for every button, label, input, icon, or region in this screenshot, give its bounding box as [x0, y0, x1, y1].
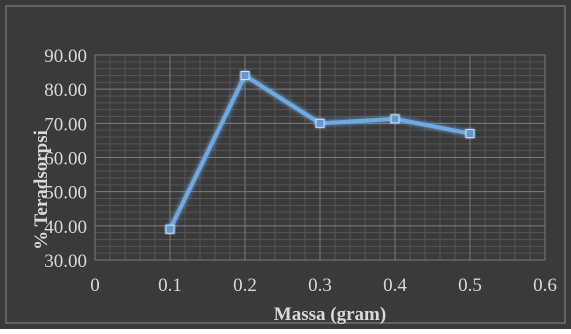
- y-tick-label: 40.00: [44, 217, 87, 238]
- x-tick-label: 0.1: [158, 275, 182, 296]
- y-axis-tick-labels: 30.00 40.00 50.00 60.00 70.00 80.00 90.00: [44, 46, 87, 272]
- y-tick-label: 90.00: [44, 46, 87, 67]
- y-tick-label: 70.00: [44, 114, 87, 135]
- data-point-marker: [390, 114, 400, 124]
- data-point-marker: [315, 118, 325, 128]
- x-tick-label: 0.2: [233, 275, 257, 296]
- y-tick-label: 50.00: [44, 183, 87, 204]
- y-tick-label: 80.00: [44, 80, 87, 101]
- data-point-marker: [465, 129, 475, 139]
- y-axis-title: % Teradsorpsi: [31, 130, 52, 250]
- chart-frame: [5, 5, 566, 324]
- y-tick-label: 30.00: [44, 251, 87, 272]
- data-point-marker: [240, 71, 250, 80]
- x-tick-label: 0.6: [533, 275, 557, 296]
- x-tick-label: 0.5: [458, 275, 482, 296]
- x-axis-title: Massa (gram): [274, 304, 386, 325]
- y-tick-label: 60.00: [44, 149, 87, 170]
- series-layer: [165, 71, 475, 234]
- x-tick-label: 0.4: [383, 275, 407, 296]
- x-tick-label: 0: [90, 275, 100, 296]
- data-point-marker: [165, 224, 175, 234]
- x-axis-tick-labels: 0 0.1 0.2 0.3 0.4 0.5 0.6: [90, 275, 557, 296]
- x-tick-label: 0.3: [308, 275, 332, 296]
